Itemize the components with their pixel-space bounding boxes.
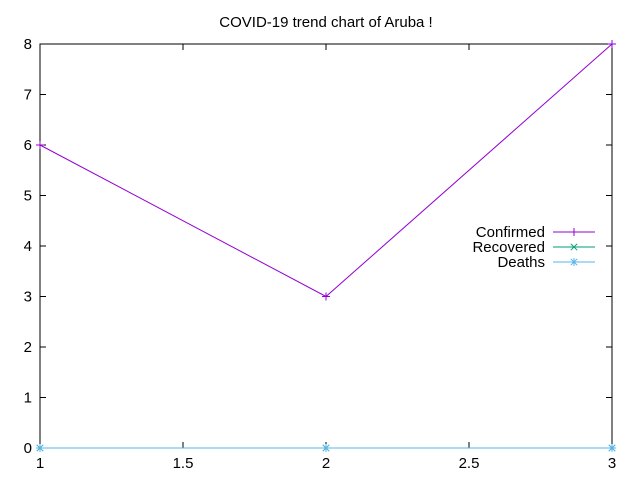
data-point-confirmed (36, 141, 44, 149)
data-point-deaths-stroke (322, 444, 330, 452)
data-point-deaths (322, 444, 330, 452)
legend-marker-confirmed (570, 228, 578, 236)
chart-title: COVID-19 trend chart of Aruba ! (219, 14, 432, 31)
data-point-deaths-stroke (36, 444, 44, 452)
legend-label-deaths: Deaths (497, 254, 545, 271)
data-point-deaths-stroke (608, 444, 616, 452)
legend-label-recovered: Recovered (472, 239, 545, 256)
x-tick-label: 3 (608, 455, 616, 472)
legend-label-confirmed: Confirmed (476, 224, 545, 241)
y-tick-label: 8 (24, 36, 32, 53)
y-tick-label: 5 (24, 188, 32, 205)
data-point-deaths (608, 444, 616, 452)
legend-marker-recovered-stroke (570, 243, 578, 251)
y-tick-label: 1 (24, 390, 32, 407)
y-tick-label: 7 (24, 87, 32, 104)
series-layer (36, 40, 616, 452)
y-tick-label: 4 (24, 238, 32, 255)
data-point-confirmed (322, 292, 330, 301)
legend-marker-recovered (570, 243, 578, 251)
y-tick-label: 6 (24, 137, 32, 154)
y-tick-label: 0 (24, 440, 32, 457)
data-point-deaths (36, 444, 44, 452)
legend-marker-deaths-stroke (570, 258, 578, 266)
data-point-confirmed (608, 40, 616, 48)
legend-marker-deaths (570, 258, 578, 266)
y-tick-label: 3 (24, 289, 32, 306)
y-tick-label: 2 (24, 339, 32, 356)
x-tick-label: 1 (36, 455, 44, 472)
x-tick-label: 1.5 (173, 455, 194, 472)
x-tick-label: 2 (322, 455, 330, 472)
x-tick-label: 2.5 (459, 455, 480, 472)
